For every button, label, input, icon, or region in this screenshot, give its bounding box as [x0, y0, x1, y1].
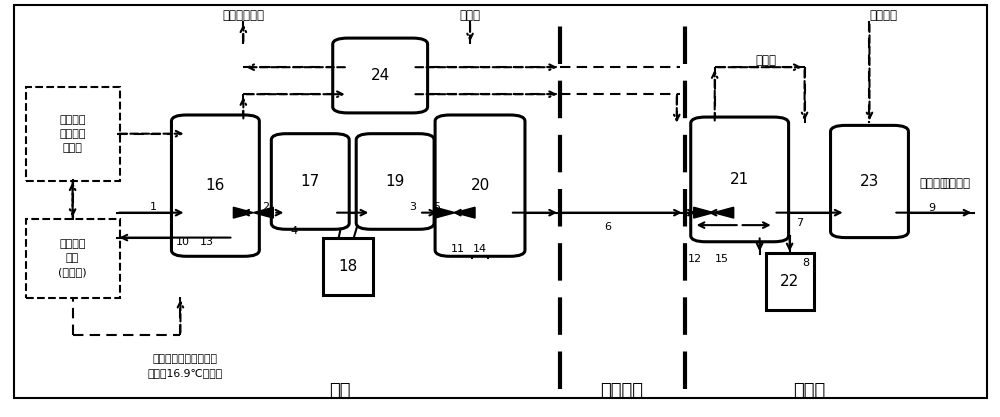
Text: 淡水用户: 淡水用户	[942, 177, 970, 190]
FancyBboxPatch shape	[271, 134, 349, 229]
Polygon shape	[694, 207, 714, 218]
FancyBboxPatch shape	[333, 38, 428, 113]
Text: 1: 1	[150, 202, 157, 212]
Text: 5: 5	[434, 202, 441, 212]
Text: 来自核电机组的循环水
排水（16.9℃海水）: 来自核电机组的循环水 排水（16.9℃海水）	[148, 354, 223, 379]
Text: 海水淡化
系统产水
蓄水池: 海水淡化 系统产水 蓄水池	[59, 115, 86, 153]
FancyBboxPatch shape	[26, 219, 120, 298]
Text: 市政来水: 市政来水	[869, 9, 897, 22]
Text: 15: 15	[715, 254, 729, 264]
Text: 核蒸汽: 核蒸汽	[460, 9, 481, 22]
FancyBboxPatch shape	[691, 117, 789, 242]
Text: 13: 13	[199, 237, 213, 247]
Text: 16: 16	[206, 178, 225, 193]
Text: 12: 12	[688, 254, 702, 264]
Text: 输送管网: 输送管网	[600, 382, 643, 399]
Text: 10: 10	[175, 237, 189, 247]
Polygon shape	[714, 207, 734, 218]
Text: 7: 7	[796, 218, 803, 228]
Text: 9: 9	[928, 203, 935, 213]
Text: 21: 21	[730, 172, 749, 187]
Text: 核蒸汽凝结水: 核蒸汽凝结水	[222, 9, 264, 22]
FancyBboxPatch shape	[323, 238, 373, 295]
Polygon shape	[435, 207, 455, 218]
Polygon shape	[253, 207, 273, 218]
Text: 热用户: 热用户	[756, 55, 777, 68]
Text: 6: 6	[604, 222, 611, 232]
FancyBboxPatch shape	[766, 253, 814, 310]
Text: 负荷侧: 负荷侧	[793, 382, 826, 399]
Text: 淡水用户: 淡水用户	[919, 177, 947, 190]
FancyBboxPatch shape	[26, 87, 120, 181]
Text: 8: 8	[802, 259, 809, 269]
Text: 20: 20	[470, 178, 490, 193]
Text: 11: 11	[451, 244, 465, 254]
FancyBboxPatch shape	[171, 115, 259, 256]
Text: 22: 22	[780, 274, 799, 289]
Text: 海水淡化
系统
(反渗透): 海水淡化 系统 (反渗透)	[58, 239, 87, 277]
FancyBboxPatch shape	[435, 115, 525, 256]
Text: 14: 14	[473, 244, 487, 254]
Text: 2: 2	[262, 202, 269, 212]
Text: 18: 18	[339, 259, 358, 274]
Text: 23: 23	[860, 174, 879, 189]
Text: 4: 4	[291, 226, 298, 236]
FancyBboxPatch shape	[831, 126, 908, 238]
Text: 19: 19	[385, 174, 405, 189]
FancyBboxPatch shape	[356, 134, 434, 229]
Text: 17: 17	[301, 174, 320, 189]
Polygon shape	[455, 207, 475, 218]
FancyBboxPatch shape	[14, 5, 987, 397]
Text: 3: 3	[410, 202, 417, 212]
Polygon shape	[233, 207, 253, 218]
Text: 源侧: 源侧	[329, 382, 351, 399]
Text: 24: 24	[371, 68, 390, 83]
